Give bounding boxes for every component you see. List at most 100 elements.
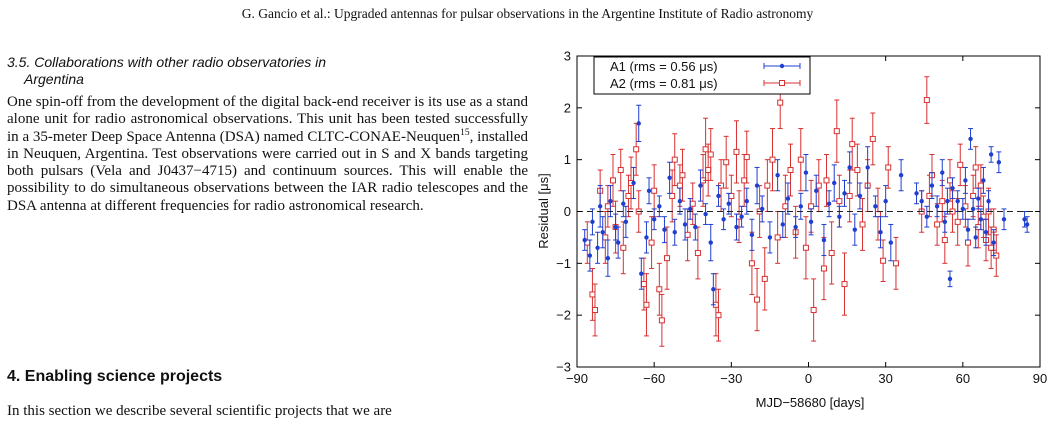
a1-point [888,240,894,245]
a2-point [774,234,781,241]
a1-point [996,160,1002,165]
a2-point [664,255,671,262]
a1-point [760,206,765,212]
a1-point [983,230,989,235]
a2-point [849,141,856,148]
a2-point [602,234,609,241]
a1-point [968,136,973,142]
a1-point [808,219,814,225]
a1-point [631,180,636,186]
a1-point [929,183,935,188]
a1-point [986,198,991,204]
a2-point [648,239,655,246]
running-header: G. Gancio et al.: Upgraded antennas for … [241,6,814,21]
a2-point [988,244,995,251]
a1-point [837,214,842,219]
a2-point [808,203,815,210]
a2-point [841,281,848,288]
series-a2-marks [584,76,1000,347]
a1-point [878,230,883,235]
a1-point [963,178,968,183]
a2-point [748,260,755,267]
a2-point [723,159,730,166]
a2-point [802,244,809,251]
a2-point [964,239,971,246]
a2-point [939,198,946,205]
a2-point [833,128,840,135]
a2-point [643,301,650,308]
a2-point [761,275,768,282]
a2-point [972,164,979,171]
x-tick-label: −90 [566,371,588,386]
a2-point [797,156,804,163]
x-axis-label: MJD−58680 [days] [756,395,865,410]
legend-marker-a2 [763,80,801,86]
a1-point [749,232,755,238]
x-tick-label: −60 [643,371,665,386]
a1-point [883,198,888,204]
a2-point [946,177,953,184]
subsection-heading: 3.5. Collaborations with other radio obs… [7,54,487,88]
a2-point [707,151,714,158]
subsection-number: 3.5. [7,54,31,70]
legend-label-a1: A1 (rms = 0.56 μs) [610,59,718,74]
y-axis-label: Residual [μs] [536,173,551,248]
a1-point [947,276,953,282]
a1-point [587,253,593,258]
a1-point [703,211,708,217]
a2-point [640,281,647,288]
x-tick-label: −30 [720,371,742,386]
a1-point [687,206,693,212]
footnote-marker[interactable]: 15 [460,127,470,138]
y-tick-label: 3 [564,49,571,64]
residuals-figure: −90 −60 −30 0 30 60 90 −3 −2 −1 0 1 2 3 A1 (rms = 0.5… [534,46,1049,428]
a1-point [644,235,649,240]
a1-point [672,230,677,235]
y-tick-label: −2 [556,308,571,323]
a2-point [769,156,776,163]
a2-point [859,221,866,228]
a2-point [977,182,984,189]
paragraph-text-2: , installed in Neuquen, Argentina. Test … [7,128,528,214]
a1-point [832,180,837,186]
a1-point [739,214,744,219]
a1-point [657,204,662,209]
a1-point [847,165,852,170]
legend-marker-a1 [763,63,801,69]
a2-point [689,200,696,207]
a1-point [857,193,863,199]
a1-point [970,206,976,212]
a2-point [702,146,709,153]
a2-point [846,192,853,199]
a2-point [970,192,977,199]
a1-point [942,219,948,225]
x-tick-label: 60 [956,371,970,386]
a1-point [615,240,621,245]
a1-point [955,198,960,204]
section-heading: 4. Enabling science projects [7,368,223,385]
paragraph-text-1: One spin-off from the development of the… [7,94,528,145]
a1-point [976,196,981,201]
a2-point [620,244,627,251]
a2-point [633,146,640,153]
a1-point [597,204,603,209]
section-paragraph: In this section we describe several scie… [7,403,392,419]
body-paragraph: One spin-off from the development of the… [7,94,528,215]
a1-point [940,170,945,175]
a1-point [600,230,605,235]
a1-point [608,198,613,204]
a2-point [934,221,941,228]
a2-point [954,218,961,225]
a1-point [754,183,760,188]
a2-point [777,99,784,106]
a2-point [828,249,835,256]
a1-point [1001,217,1007,222]
a2-point [754,296,761,303]
a1-point [842,191,847,196]
a1-point [981,178,986,183]
a2-point [869,135,876,142]
a2-point [880,257,887,264]
a1-point [924,214,930,219]
legend-label-a2: A2 (rms = 0.81 μs) [610,76,718,91]
a1-point [682,222,688,227]
